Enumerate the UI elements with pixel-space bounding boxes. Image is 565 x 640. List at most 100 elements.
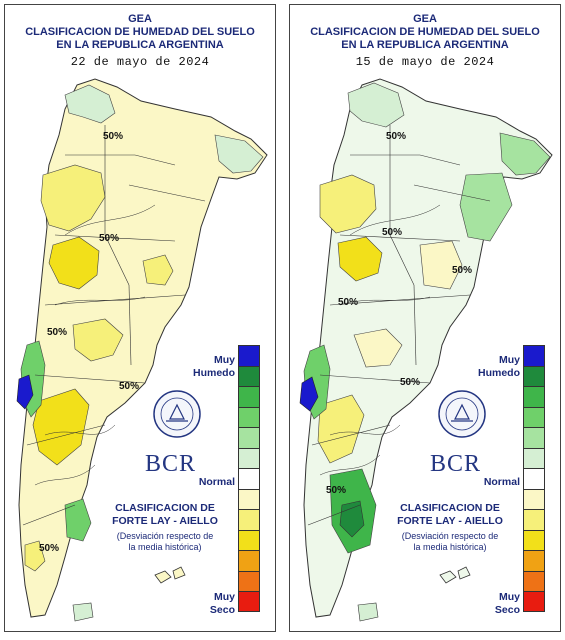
classification-title: CLASIFICACION DE FORTE LAY - AIELLO	[105, 502, 225, 528]
legend-swatch	[523, 488, 545, 509]
map-title-line2: EN LA REPUBLICA ARGENTINA	[56, 39, 224, 51]
classification-title-2: FORTE LAY - AIELLO	[112, 515, 218, 527]
classification-title: CLASIFICACION DE FORTE LAY - AIELLO	[390, 502, 510, 528]
wet-zone-mesopotamia	[459, 172, 513, 242]
dry-zone-east	[142, 254, 174, 286]
legend-swatch	[523, 447, 545, 468]
map-panel-may-22: GEA CLASIFICACION DE HUMEDAD DEL SUELO E…	[4, 4, 276, 632]
classification-title-1: CLASIFICACION DE	[400, 502, 500, 514]
contour-label: 50%	[338, 297, 358, 308]
deviation-note-1: (Desviación respecto de	[401, 531, 499, 541]
legend-bottom-label: Muy Seco	[209, 591, 235, 616]
legend-swatch	[238, 550, 260, 571]
dry-zone-cuyo	[353, 328, 403, 368]
color-legend	[523, 345, 545, 612]
contour-label: 50%	[386, 131, 406, 142]
legend-top-label: Muy Humedo	[193, 354, 235, 379]
legend-swatch	[238, 365, 260, 386]
color-legend	[238, 345, 260, 612]
legend-swatch	[523, 570, 545, 591]
legend-swatch	[523, 468, 545, 489]
contour-label: 50%	[47, 327, 67, 338]
legend-swatch	[238, 488, 260, 509]
map-panel-may-15: GEA CLASIFICACION DE HUMEDAD DEL SUELO E…	[289, 4, 561, 632]
dry-zone-northwest	[319, 174, 377, 234]
dry-zone-patagonia	[317, 394, 365, 464]
isolines	[319, 204, 441, 476]
legend-swatch	[523, 427, 545, 448]
argentina-moisture-map: 50% 50% 50% 50% 50% 50%	[299, 78, 553, 622]
contour-label: 50%	[400, 377, 420, 388]
legend-swatch	[238, 591, 260, 612]
deviation-note-2: la media histórica)	[413, 542, 487, 552]
very-wet-andes	[16, 374, 34, 410]
dry-zone-patagonia	[32, 388, 90, 466]
dry-zone-south	[24, 540, 46, 572]
bcr-logo-text: BCR	[430, 451, 482, 477]
malvinas-islands	[439, 566, 471, 584]
dry-zone-center	[337, 236, 383, 282]
contour-label: 50%	[39, 543, 59, 554]
contour-label: 50%	[382, 227, 402, 238]
argentina-moisture-map: 50% 50% 50% 50% 50%	[16, 78, 268, 622]
normal-zone-east	[419, 240, 463, 290]
province-boundaries	[307, 125, 491, 526]
legend-swatch	[238, 529, 260, 550]
legend-swatch	[523, 406, 545, 427]
map-date: 15 de mayo de 2024	[355, 55, 495, 69]
legend-swatch	[238, 570, 260, 591]
map-title-line2: EN LA REPUBLICA ARGENTINA	[341, 39, 509, 51]
legend-swatch	[238, 468, 260, 489]
wet-zone-northeast	[214, 134, 264, 174]
map-title-line1: CLASIFICACION DE HUMEDAD DEL SUELO	[310, 26, 540, 38]
wet-zone-northeast	[499, 132, 551, 176]
bcr-seal-icon	[153, 390, 201, 438]
org-title: GEA	[413, 13, 437, 25]
wet-zone-southcore	[339, 500, 365, 538]
dry-zone-northwest	[40, 164, 106, 232]
very-wet-andes	[299, 376, 319, 412]
legend-bottom-label: Muy Seco	[494, 591, 520, 616]
legend-swatch	[238, 386, 260, 407]
legend-swatch	[238, 447, 260, 468]
legend-mid-label: Normal	[198, 476, 235, 488]
legend-mid-label: Normal	[483, 476, 520, 488]
legend-swatch	[523, 365, 545, 386]
deviation-note-1: (Desviación respecto de	[116, 531, 214, 541]
tierra-del-fuego	[72, 602, 94, 622]
isolines	[34, 204, 156, 486]
wet-zone-north	[347, 82, 405, 128]
legend-swatch	[523, 386, 545, 407]
contour-label: 50%	[326, 485, 346, 496]
contour-label: 50%	[103, 131, 123, 142]
map-date: 22 de mayo de 2024	[70, 55, 210, 69]
legend-top-label: Muy Humedo	[478, 354, 520, 379]
contour-label: 50%	[119, 381, 139, 392]
contour-label: 50%	[99, 233, 119, 244]
legend-swatch	[238, 345, 260, 366]
bcr-seal-icon	[438, 390, 486, 438]
very-dry-center	[48, 236, 100, 290]
legend-swatch	[523, 550, 545, 571]
deviation-note: (Desviación respecto de la media históri…	[105, 531, 225, 553]
map-title-line1: CLASIFICACION DE HUMEDAD DEL SUELO	[25, 26, 255, 38]
legend-swatch	[523, 345, 545, 366]
legend-swatch	[523, 591, 545, 612]
classification-title-1: CLASIFICACION DE	[115, 502, 215, 514]
deviation-note-2: la media histórica)	[128, 542, 202, 552]
legend-swatch	[238, 427, 260, 448]
legend-swatch	[523, 529, 545, 550]
malvinas-islands	[154, 566, 186, 584]
org-title: GEA	[128, 13, 152, 25]
dry-zone-cuyo	[72, 318, 124, 362]
province-boundaries	[22, 125, 206, 526]
legend-swatch	[238, 406, 260, 427]
wet-zone-south	[64, 498, 92, 542]
legend-swatch	[238, 509, 260, 530]
deviation-note: (Desviación respecto de la media históri…	[390, 531, 510, 553]
classification-title-2: FORTE LAY - AIELLO	[397, 515, 503, 527]
wet-zone-north	[64, 84, 116, 124]
tierra-del-fuego	[357, 602, 379, 622]
legend-swatch	[523, 509, 545, 530]
bcr-logo-text: BCR	[145, 451, 197, 477]
